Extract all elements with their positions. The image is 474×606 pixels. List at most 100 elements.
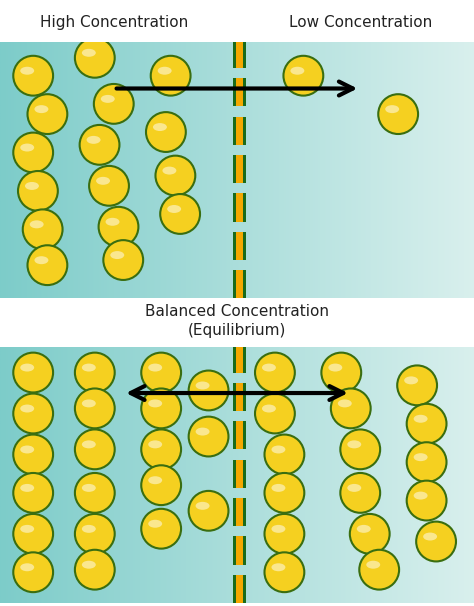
- Ellipse shape: [340, 473, 380, 513]
- Ellipse shape: [23, 210, 63, 249]
- Ellipse shape: [75, 38, 115, 78]
- Ellipse shape: [155, 156, 195, 196]
- Ellipse shape: [13, 56, 53, 96]
- Ellipse shape: [13, 552, 53, 592]
- Ellipse shape: [423, 533, 437, 541]
- Ellipse shape: [141, 509, 181, 548]
- Bar: [236, 347, 243, 373]
- Ellipse shape: [357, 525, 371, 533]
- Ellipse shape: [30, 221, 44, 228]
- Ellipse shape: [141, 388, 181, 428]
- Ellipse shape: [255, 353, 295, 393]
- Bar: [236, 575, 243, 603]
- Ellipse shape: [283, 56, 323, 96]
- Bar: [233, 42, 246, 68]
- Ellipse shape: [141, 465, 181, 505]
- Ellipse shape: [272, 525, 285, 533]
- Ellipse shape: [13, 435, 53, 474]
- Ellipse shape: [264, 435, 304, 474]
- Bar: [233, 270, 246, 298]
- Ellipse shape: [96, 177, 110, 185]
- Ellipse shape: [20, 67, 34, 75]
- Ellipse shape: [350, 514, 390, 554]
- Text: Low Concentration: Low Concentration: [289, 15, 432, 30]
- Ellipse shape: [82, 399, 96, 407]
- Ellipse shape: [338, 399, 352, 407]
- Bar: [236, 117, 243, 145]
- Ellipse shape: [20, 525, 34, 533]
- Ellipse shape: [146, 112, 186, 152]
- Ellipse shape: [189, 417, 228, 456]
- Ellipse shape: [407, 404, 447, 444]
- Ellipse shape: [196, 502, 210, 510]
- Bar: [233, 155, 246, 183]
- Ellipse shape: [407, 442, 447, 482]
- Ellipse shape: [75, 550, 115, 590]
- Ellipse shape: [331, 388, 371, 428]
- Ellipse shape: [163, 167, 176, 175]
- Ellipse shape: [414, 453, 428, 461]
- Bar: [236, 421, 243, 449]
- Ellipse shape: [75, 514, 115, 554]
- Bar: [236, 383, 243, 411]
- Ellipse shape: [366, 561, 380, 568]
- Ellipse shape: [160, 194, 200, 234]
- Ellipse shape: [94, 84, 134, 124]
- Ellipse shape: [87, 136, 100, 144]
- Ellipse shape: [414, 491, 428, 499]
- Ellipse shape: [196, 428, 210, 436]
- Ellipse shape: [82, 525, 96, 533]
- Bar: [233, 232, 246, 260]
- Ellipse shape: [416, 522, 456, 561]
- Ellipse shape: [189, 491, 228, 531]
- Ellipse shape: [272, 445, 285, 453]
- Ellipse shape: [35, 105, 48, 113]
- Ellipse shape: [359, 550, 399, 590]
- Ellipse shape: [404, 376, 418, 384]
- Bar: [236, 42, 243, 68]
- Ellipse shape: [151, 56, 191, 96]
- Bar: [233, 536, 246, 565]
- Text: Balanced Concentration
(Equilibrium): Balanced Concentration (Equilibrium): [145, 304, 329, 338]
- Bar: [236, 536, 243, 565]
- Bar: [233, 193, 246, 222]
- Ellipse shape: [27, 245, 67, 285]
- Ellipse shape: [106, 218, 119, 226]
- Bar: [236, 270, 243, 298]
- Ellipse shape: [272, 564, 285, 571]
- Ellipse shape: [75, 388, 115, 428]
- Bar: [233, 78, 246, 107]
- Ellipse shape: [148, 520, 162, 528]
- Ellipse shape: [20, 445, 34, 453]
- Ellipse shape: [291, 67, 304, 75]
- Ellipse shape: [13, 353, 53, 393]
- Ellipse shape: [13, 473, 53, 513]
- Ellipse shape: [148, 441, 162, 448]
- Bar: [236, 193, 243, 222]
- Ellipse shape: [82, 441, 96, 448]
- Ellipse shape: [262, 405, 276, 413]
- Ellipse shape: [347, 484, 361, 492]
- Ellipse shape: [255, 393, 295, 433]
- Ellipse shape: [264, 473, 304, 513]
- Ellipse shape: [75, 473, 115, 513]
- Ellipse shape: [264, 552, 304, 592]
- Ellipse shape: [20, 405, 34, 413]
- Ellipse shape: [148, 476, 162, 484]
- Ellipse shape: [340, 430, 380, 469]
- Ellipse shape: [20, 484, 34, 492]
- Ellipse shape: [148, 364, 162, 371]
- Ellipse shape: [153, 123, 167, 131]
- Ellipse shape: [328, 364, 342, 371]
- Bar: [236, 155, 243, 183]
- Ellipse shape: [196, 382, 210, 390]
- Ellipse shape: [82, 49, 96, 57]
- Ellipse shape: [141, 353, 181, 393]
- Ellipse shape: [20, 144, 34, 152]
- Ellipse shape: [25, 182, 39, 190]
- Ellipse shape: [272, 484, 285, 492]
- Ellipse shape: [110, 251, 124, 259]
- Bar: [233, 498, 246, 526]
- Ellipse shape: [397, 365, 437, 405]
- Ellipse shape: [158, 67, 172, 75]
